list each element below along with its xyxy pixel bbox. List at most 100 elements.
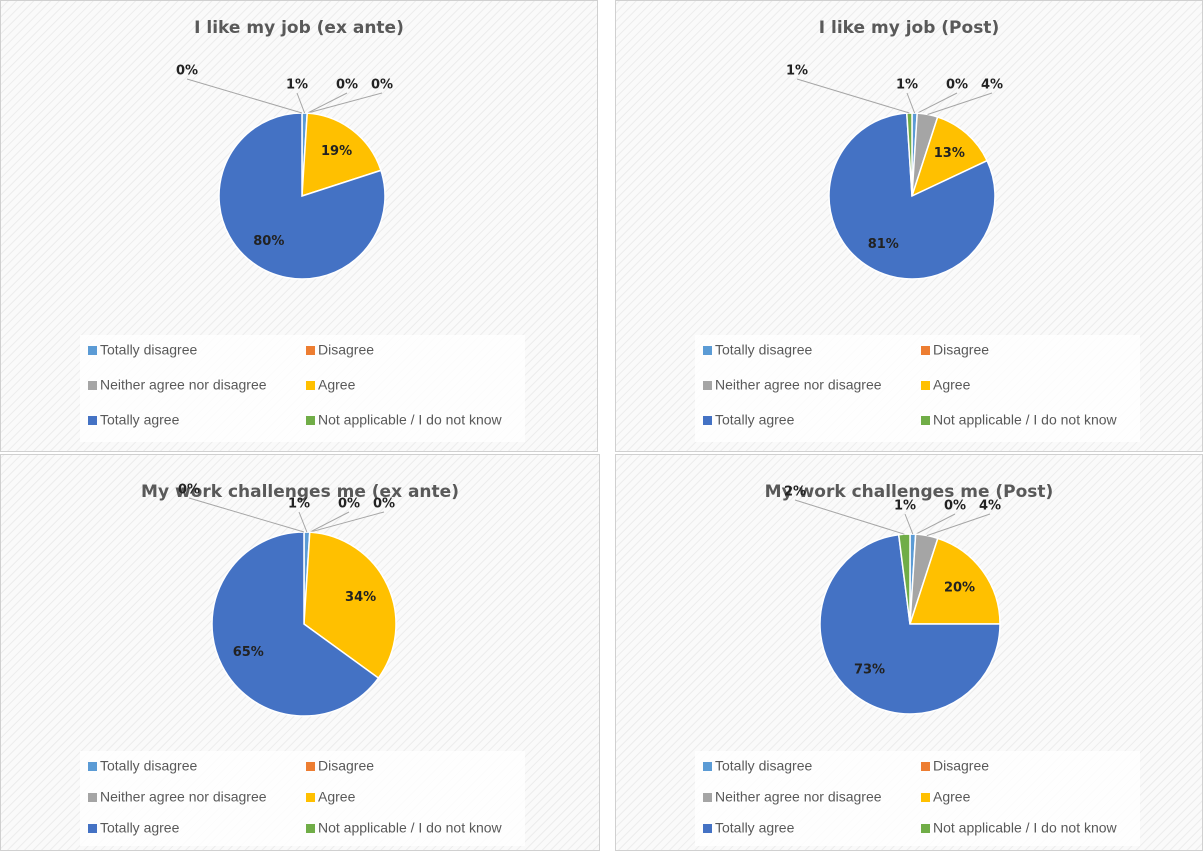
data-label: 19%	[321, 144, 352, 159]
legend-label: Disagree	[933, 758, 989, 774]
leader-line	[298, 511, 308, 533]
pie-slice	[218, 112, 386, 280]
legend-swatch	[306, 762, 315, 771]
leader-line	[904, 513, 914, 535]
pie-slice	[828, 112, 996, 280]
legend-box	[695, 335, 1140, 442]
legend-label: Agree	[933, 377, 971, 393]
legend-label: Totally disagree	[715, 758, 812, 774]
legend-box	[695, 751, 1140, 846]
legend-label: Totally agree	[715, 820, 795, 836]
legend-label: Totally disagree	[715, 342, 812, 358]
legend-label: Neither agree nor disagree	[715, 377, 882, 393]
legend-swatch	[88, 346, 97, 355]
chart-title: I like my job (ex ante)	[194, 18, 404, 38]
leader-line	[915, 513, 956, 535]
legend-swatch	[88, 824, 97, 833]
data-label: 0%	[944, 499, 966, 514]
data-label: 1%	[786, 64, 808, 79]
legend-swatch	[921, 416, 930, 425]
data-label: 0%	[336, 78, 358, 93]
legend-label: Totally agree	[715, 412, 795, 428]
data-label: 1%	[896, 78, 918, 93]
legend-label: Not applicable / I do not know	[933, 820, 1118, 836]
legend-box	[80, 751, 525, 846]
legend-label: Disagree	[318, 758, 374, 774]
legend-label: Disagree	[318, 342, 374, 358]
legend-label: Neither agree nor disagree	[715, 789, 882, 805]
legend-box	[80, 335, 525, 442]
chart-title: My work challenges me (ex ante)	[141, 482, 459, 502]
data-label: 0%	[371, 78, 393, 93]
legend-label: Agree	[318, 789, 356, 805]
data-label: 2%	[784, 485, 806, 500]
leader-line	[916, 92, 958, 114]
pie-slice	[211, 531, 380, 717]
data-label: 81%	[868, 237, 899, 252]
leader-line	[307, 92, 383, 114]
legend-swatch	[921, 346, 930, 355]
pie-slice	[908, 537, 1001, 625]
legend-swatch	[921, 824, 930, 833]
legend-label: Totally agree	[100, 820, 180, 836]
data-label: 4%	[981, 78, 1003, 93]
leader-line	[906, 92, 916, 114]
legend-label: Not applicable / I do not know	[318, 820, 503, 836]
data-label: 0%	[373, 497, 395, 512]
pie-slice	[303, 531, 397, 680]
legend-swatch	[921, 381, 930, 390]
legend-label: Not applicable / I do not know	[933, 412, 1118, 428]
legend-swatch	[88, 416, 97, 425]
data-label: 1%	[288, 497, 310, 512]
legend-swatch	[703, 381, 712, 390]
data-label: 0%	[946, 78, 968, 93]
legend-swatch	[703, 346, 712, 355]
legend-label: Agree	[933, 789, 971, 805]
legend-label: Neither agree nor disagree	[100, 789, 267, 805]
legend-swatch	[703, 762, 712, 771]
legend-swatch	[306, 824, 315, 833]
data-label: 80%	[253, 234, 284, 249]
legend-swatch	[88, 793, 97, 802]
leader-line	[306, 92, 348, 114]
data-label: 4%	[979, 499, 1001, 514]
data-label: 20%	[944, 581, 975, 596]
data-label: 0%	[178, 483, 200, 498]
legend-label: Disagree	[933, 342, 989, 358]
leader-line	[309, 511, 350, 533]
data-label: 13%	[934, 146, 965, 161]
legend-swatch	[703, 793, 712, 802]
legend-swatch	[88, 762, 97, 771]
legend-label: Totally disagree	[100, 342, 197, 358]
legend-swatch	[306, 346, 315, 355]
legend-label: Not applicable / I do not know	[318, 412, 503, 428]
legend-label: Totally agree	[100, 412, 180, 428]
legend-swatch	[88, 381, 97, 390]
legend-swatch	[703, 416, 712, 425]
pie-slice	[910, 116, 989, 198]
legend-label: Neither agree nor disagree	[100, 377, 267, 393]
leader-line	[794, 499, 905, 535]
data-label: 0%	[338, 497, 360, 512]
legend-swatch	[306, 416, 315, 425]
legend-swatch	[921, 793, 930, 802]
data-label: 34%	[345, 590, 376, 605]
chart-title: My work challenges me (Post)	[765, 482, 1054, 502]
legend-swatch	[306, 793, 315, 802]
leader-line	[309, 511, 385, 533]
data-label: 1%	[894, 499, 916, 514]
leader-line	[188, 497, 305, 533]
leader-line	[796, 78, 910, 114]
data-label: 73%	[854, 662, 885, 677]
data-label: 65%	[233, 645, 264, 660]
leader-line	[186, 78, 303, 114]
pie-slice	[819, 533, 1001, 715]
chart-title: I like my job (Post)	[819, 18, 999, 38]
leader-line	[296, 92, 306, 114]
legend-label: Totally disagree	[100, 758, 197, 774]
data-label: 0%	[176, 64, 198, 79]
legend-label: Agree	[318, 377, 356, 393]
leader-line	[927, 92, 993, 115]
